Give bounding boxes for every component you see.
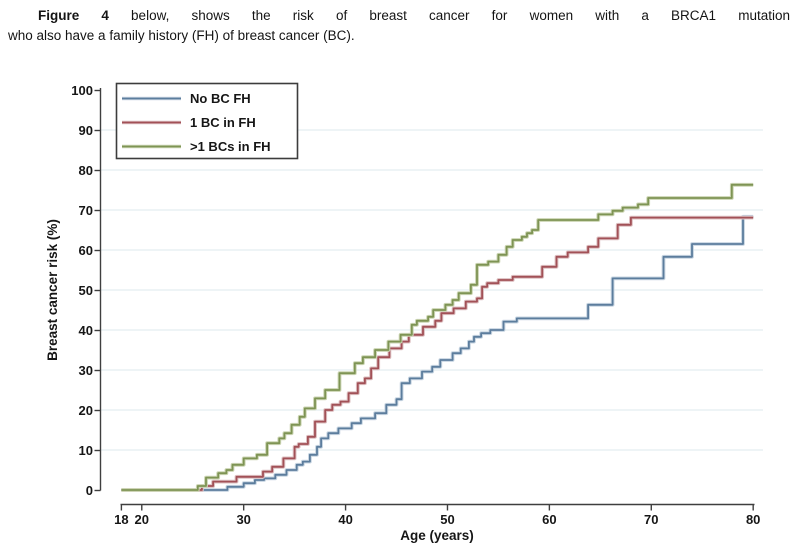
- y-axis-title: Breast cancer risk (%): [45, 219, 60, 361]
- figure-label: Figure 4: [38, 8, 109, 23]
- x-tick-label: 80: [746, 512, 760, 527]
- legend-label-no-bc-fh: No BC FH: [190, 91, 251, 106]
- x-axis-title: Age (years): [400, 528, 474, 543]
- series-no-bc-fh-halo: [121, 214, 754, 492]
- y-tick-label: 10: [79, 443, 93, 458]
- x-tick-label: 20: [135, 512, 149, 527]
- y-tick-label: 40: [79, 323, 93, 338]
- series-no-bc-fh: [121, 215, 754, 491]
- x-tick-label: 40: [338, 512, 352, 527]
- series-1-bcs-in-fh: [121, 183, 754, 491]
- series-1-bc-in-fh: [121, 216, 754, 491]
- y-tick-label: 60: [79, 243, 93, 258]
- caption-line-1: Figure 4 below, shows the risk of breast…: [8, 6, 790, 26]
- y-tick-label: 100: [71, 83, 93, 98]
- y-tick-label: 70: [79, 203, 93, 218]
- legend-label-1-bc-in-fh: 1 BC in FH: [190, 115, 256, 130]
- figure-caption: Figure 4 below, shows the risk of breast…: [8, 6, 790, 46]
- x-tick-label: 30: [236, 512, 250, 527]
- x-tick-label: 60: [542, 512, 556, 527]
- series-1-bc-in-fh-halo: [121, 215, 754, 492]
- y-tick-label: 20: [79, 403, 93, 418]
- y-tick-label: 30: [79, 363, 93, 378]
- x-tick-label: 70: [644, 512, 658, 527]
- y-tick-label: 80: [79, 163, 93, 178]
- legend-label-1-bcs-in-fh: >1 BCs in FH: [190, 139, 271, 154]
- caption-line-2: who also have a family history (FH) of b…: [8, 28, 355, 43]
- y-tick-label: 50: [79, 283, 93, 298]
- x-tick-label: 18: [114, 512, 128, 527]
- y-tick-label: 90: [79, 123, 93, 138]
- y-tick-label: 0: [86, 483, 93, 498]
- x-tick-label: 50: [440, 512, 454, 527]
- caption-line-1-text: below, shows the risk of breast cancer f…: [108, 8, 790, 23]
- series-1-bcs-in-fh-halo: [121, 182, 754, 492]
